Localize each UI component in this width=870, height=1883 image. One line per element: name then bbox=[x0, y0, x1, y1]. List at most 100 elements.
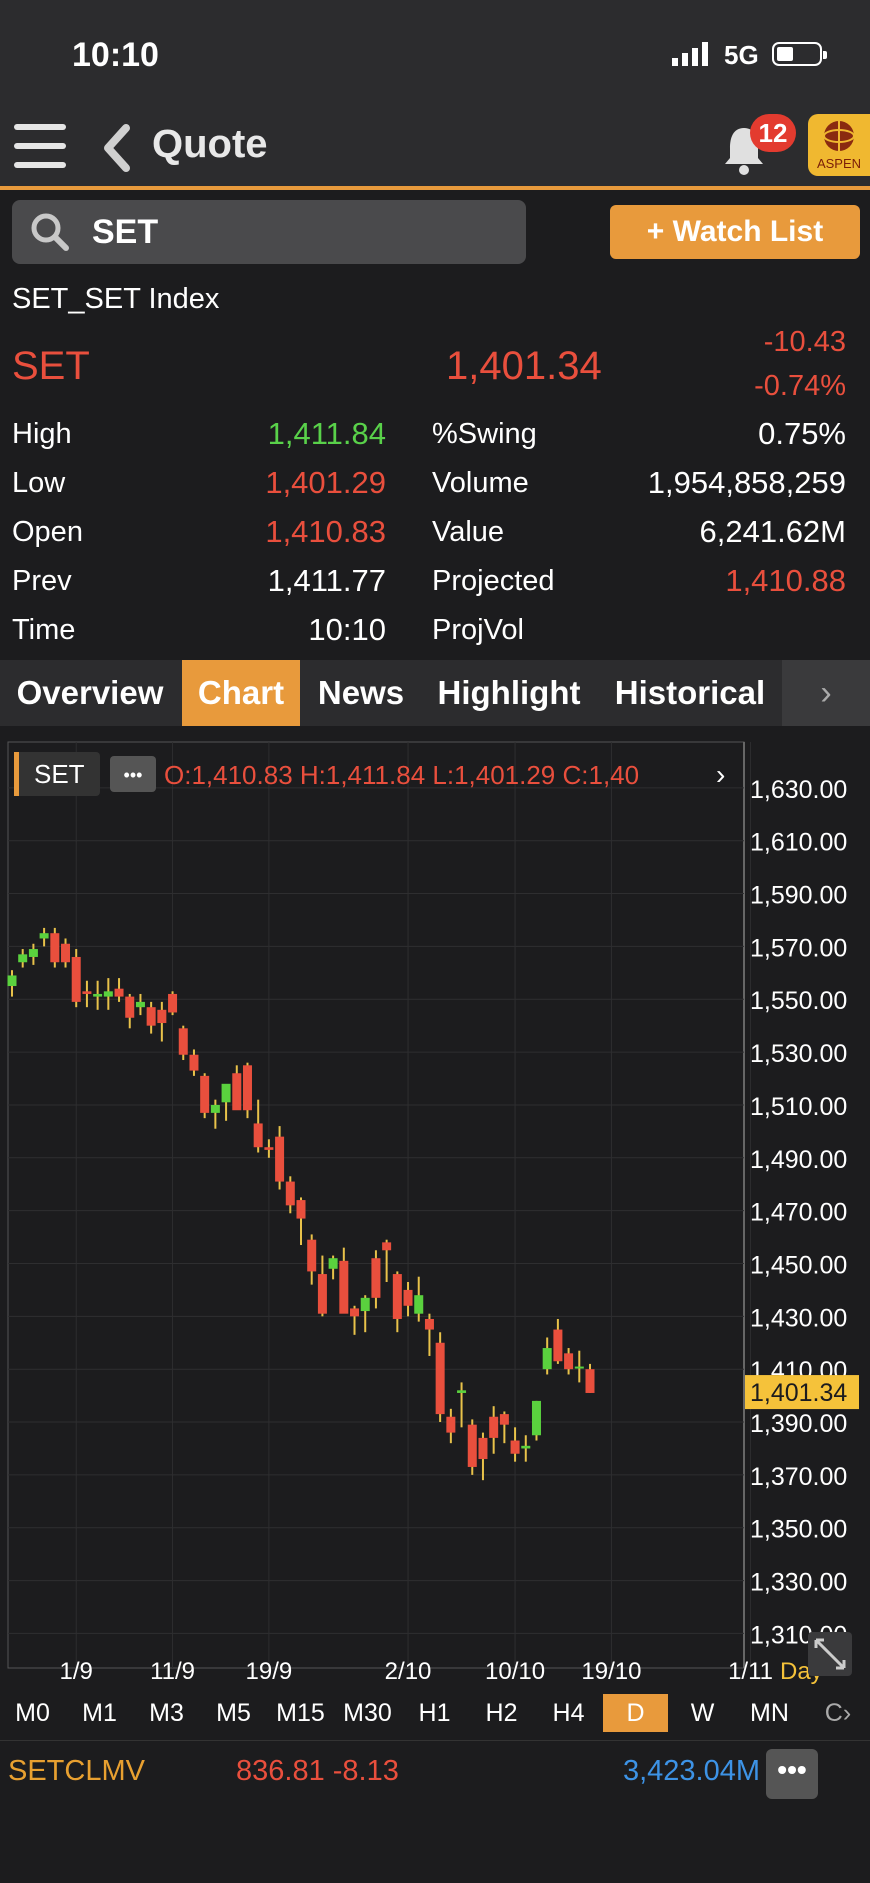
search-value: SET bbox=[92, 213, 159, 251]
x-tick-label: 1/11 bbox=[728, 1658, 773, 1685]
price-change: -10.43 bbox=[763, 326, 846, 358]
stat-value-open: 1,410.83 bbox=[265, 514, 386, 549]
y-tick-label: 1,510.00 bbox=[750, 1093, 847, 1121]
battery-icon bbox=[772, 42, 827, 66]
y-tick-label: 1,490.00 bbox=[750, 1146, 847, 1174]
chart-more-dots: ••• bbox=[124, 765, 143, 785]
candle-body bbox=[414, 1295, 424, 1314]
candle-body bbox=[403, 1289, 413, 1306]
notification-badge: 12 bbox=[750, 114, 796, 152]
globe-icon bbox=[823, 121, 855, 151]
candle-body bbox=[232, 1073, 242, 1111]
nav-bar: Quote 12 ASPEN bbox=[0, 110, 870, 190]
candle-body bbox=[7, 975, 17, 987]
timeframe-m30[interactable]: M30 bbox=[343, 1699, 392, 1727]
timeframe-d[interactable]: D bbox=[603, 1694, 668, 1732]
menu-icon[interactable] bbox=[14, 124, 66, 168]
candle-body bbox=[499, 1414, 509, 1425]
stat-label-volume: Volume bbox=[432, 467, 529, 499]
candle-body bbox=[135, 1001, 145, 1008]
stat-label-high: High bbox=[12, 418, 72, 450]
search-icon bbox=[31, 213, 69, 251]
candle-body bbox=[200, 1075, 210, 1113]
timeframe-w[interactable]: W bbox=[690, 1699, 715, 1727]
candle-body bbox=[39, 933, 49, 939]
timeframe-m5[interactable]: M5 bbox=[216, 1699, 251, 1727]
symbol-chip bbox=[14, 752, 100, 796]
candle-body bbox=[82, 991, 92, 994]
candle-body bbox=[467, 1424, 477, 1467]
candle-body bbox=[510, 1440, 520, 1454]
y-tick-label: 1,530.00 bbox=[750, 1040, 847, 1068]
tabs-more-chevron-icon[interactable]: › bbox=[782, 660, 870, 726]
candle-body bbox=[114, 988, 124, 997]
symbol: SET bbox=[12, 344, 90, 388]
stat-label-prev: Prev bbox=[12, 565, 72, 597]
stat-value-swing: 0.75% bbox=[758, 416, 846, 451]
candle-body bbox=[189, 1054, 199, 1071]
stat-value-low: 1,401.29 bbox=[265, 465, 386, 500]
y-tick-label: 1,570.00 bbox=[750, 934, 847, 962]
x-tick-label: 19/9 bbox=[246, 1658, 293, 1685]
timeframe-bar: M0 M1 M3 M5 M15 M30 H1 H2 H4 D W MN C› bbox=[0, 1694, 870, 1732]
timeframe-m3[interactable]: M3 bbox=[149, 1699, 184, 1727]
candle-body bbox=[242, 1065, 252, 1111]
timeframe-m0[interactable]: M0 bbox=[15, 1699, 50, 1727]
timeframe-h1[interactable]: H1 bbox=[418, 1699, 451, 1727]
stat-value-time: 10:10 bbox=[308, 612, 386, 647]
candle-body bbox=[564, 1353, 574, 1370]
add-watch-list-button[interactable]: + Watch List bbox=[610, 205, 860, 259]
candle-body bbox=[93, 993, 103, 997]
candle-body bbox=[585, 1369, 595, 1393]
x-tick-label: 1/9 bbox=[60, 1658, 93, 1685]
y-tick-label: 1,430.00 bbox=[750, 1304, 847, 1332]
candle-body bbox=[446, 1416, 456, 1433]
stat-label-low: Low bbox=[12, 467, 66, 499]
candle-body bbox=[50, 933, 60, 963]
timeframe-h4[interactable]: H4 bbox=[552, 1699, 585, 1727]
search-input[interactable]: SET bbox=[12, 200, 526, 264]
aspen-logo[interactable]: ASPEN bbox=[808, 114, 870, 176]
chart-more-button[interactable]: ••• bbox=[110, 756, 156, 792]
candle-body bbox=[28, 949, 38, 957]
tab-highlight[interactable]: Highlight bbox=[437, 674, 581, 711]
candle-body bbox=[521, 1445, 531, 1449]
candle-body bbox=[264, 1147, 274, 1150]
candle-body bbox=[574, 1366, 584, 1369]
stat-label-projvol: ProjVol bbox=[432, 614, 524, 646]
tab-news[interactable]: News bbox=[317, 674, 405, 711]
more-options-button[interactable]: ••• bbox=[766, 1749, 818, 1799]
candle-body bbox=[61, 943, 71, 963]
candle-body bbox=[392, 1274, 402, 1319]
timeframe-more-chevron-icon[interactable]: C› bbox=[824, 1699, 852, 1727]
candle-body bbox=[285, 1181, 295, 1206]
chart-area[interactable]: 1,630.00 1,610.00 1,590.00 1,570.00 1,550.00… bbox=[0, 734, 870, 1694]
tab-historical[interactable]: Historical bbox=[614, 674, 766, 711]
candle-body bbox=[360, 1297, 370, 1312]
tab-chart[interactable]: Chart bbox=[182, 660, 300, 726]
tab-bar: Overview Chart News Highlight Historical… bbox=[0, 660, 870, 726]
candle-body bbox=[71, 956, 81, 1002]
timeframe-mn[interactable]: MN bbox=[750, 1699, 789, 1727]
ticker-price-change: 836.81 -8.13 bbox=[236, 1755, 399, 1787]
timeframe-m15[interactable]: M15 bbox=[276, 1699, 325, 1727]
tab-overview[interactable]: Overview bbox=[16, 674, 164, 711]
timeframe-h2[interactable]: H2 bbox=[485, 1699, 518, 1727]
candle-body bbox=[553, 1329, 563, 1362]
ticker-value: 3,423.04M bbox=[622, 1755, 760, 1787]
candle-body bbox=[317, 1274, 327, 1314]
candle-body bbox=[339, 1260, 349, 1314]
x-tick-label: 2/10 bbox=[385, 1658, 432, 1685]
candlestick-chart[interactable]: 1,630.00 1,610.00 1,590.00 1,570.00 1,550.00… bbox=[0, 734, 870, 1694]
chart-symbol: SET bbox=[34, 759, 85, 789]
expand-icon[interactable] bbox=[808, 1632, 852, 1676]
timeframe-m1[interactable]: M1 bbox=[82, 1699, 117, 1727]
candle-body bbox=[489, 1416, 499, 1438]
network-type: 5G bbox=[724, 40, 759, 70]
ticker-row[interactable]: SETCLMV 836.81 -8.13 3,423.04M ••• bbox=[0, 1740, 870, 1805]
candle-body bbox=[350, 1308, 360, 1317]
x-tick-label: 11/9 bbox=[150, 1658, 195, 1685]
stat-label-time: Time bbox=[12, 614, 76, 646]
stat-value-volume: 1,954,858,259 bbox=[647, 465, 846, 500]
back-chevron-icon[interactable] bbox=[100, 122, 134, 174]
